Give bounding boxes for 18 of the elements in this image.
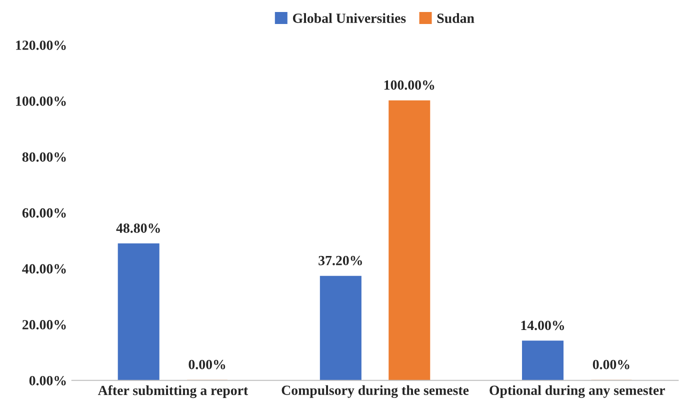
y-tick-label: 80.00% <box>22 152 66 162</box>
y-tick-label: 60.00% <box>22 208 66 218</box>
data-label: 37.20% <box>318 256 362 266</box>
data-label: 100.00% <box>384 80 434 90</box>
y-tick-label: 20.00% <box>22 320 66 330</box>
data-label: 0.00% <box>188 360 226 370</box>
y-tick-label: 0.00% <box>29 376 66 386</box>
data-label: 14.00% <box>521 320 564 330</box>
legend-label: Sudan <box>437 13 474 23</box>
y-tick-label: 100.00% <box>16 96 66 106</box>
legend-label: Global Universities <box>292 13 406 23</box>
x-tick-label: Compulsory during the semeste <box>282 385 469 398</box>
y-tick-label: 120.00% <box>16 40 66 50</box>
data-label: 0.00% <box>592 360 630 370</box>
data-label: 48.80% <box>116 223 160 233</box>
y-tick-label: 40.00% <box>22 264 66 274</box>
x-tick-label: After submitting a report <box>98 385 248 398</box>
x-tick-label: Optional during any semester <box>490 385 665 398</box>
